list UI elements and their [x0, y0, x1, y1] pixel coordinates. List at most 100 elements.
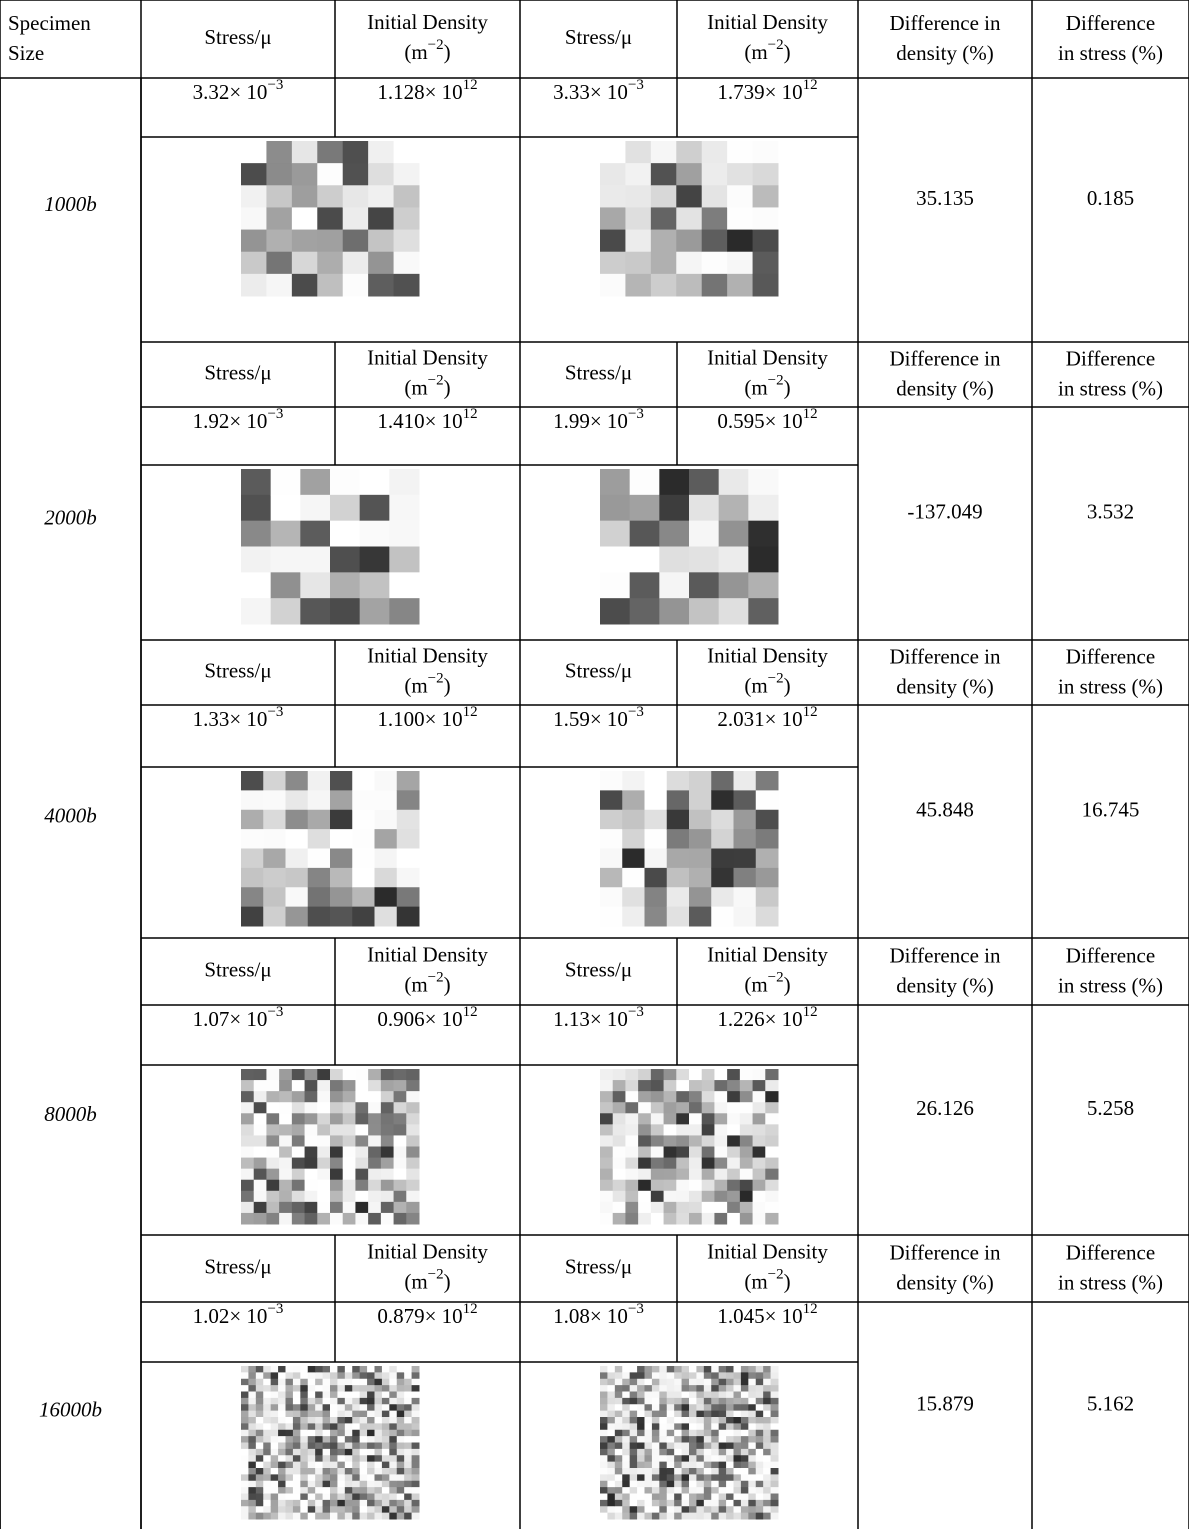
- heatmap-cell: [748, 1499, 757, 1507]
- heatmap-cell: [600, 273, 626, 297]
- heatmap-cell: [714, 1190, 728, 1203]
- heatmap-cell: [300, 1429, 309, 1437]
- heatmap-cell: [270, 1423, 279, 1431]
- heatmap-cell: [644, 1417, 653, 1424]
- heatmap-cell: [380, 1124, 395, 1136]
- heatmap-cell: [253, 1146, 267, 1159]
- heatmap-cell: [374, 1493, 383, 1501]
- heatmap-cell: [291, 1157, 306, 1170]
- heatmap-cell: [689, 1417, 697, 1424]
- heatmap-cell: [752, 1091, 766, 1103]
- heatmap-cell: [406, 1124, 420, 1136]
- heatmap-cell: [763, 1487, 772, 1494]
- heatmap-cell: [740, 1372, 749, 1380]
- heatmap-cell: [612, 1146, 626, 1159]
- heatmap-cell: [696, 1506, 705, 1514]
- heatmap-cell: [701, 1069, 715, 1081]
- heatmap-cell: [689, 1378, 697, 1386]
- heatmap-cell: [285, 1461, 294, 1469]
- heatmap-cell: [600, 1499, 608, 1507]
- heatmap-cell: [315, 1366, 324, 1373]
- heatmap-cell: [676, 1201, 690, 1214]
- heatmap-cell: [638, 1113, 652, 1125]
- heatmap-cell: [300, 1372, 309, 1380]
- heatmap-cell: [241, 1480, 249, 1488]
- heatmap-cell: [241, 848, 264, 869]
- heatmap-cell: [337, 1499, 346, 1507]
- heatmap-cell: [411, 1487, 420, 1494]
- heatmap-cell: [659, 1429, 668, 1437]
- heatmap-cell: [291, 251, 318, 275]
- heatmap-cell: [711, 1423, 720, 1431]
- heatmap-cell: [315, 1410, 324, 1418]
- heatmap-cell: [748, 1391, 757, 1399]
- heatmap-cell: [607, 1366, 616, 1373]
- heatmap-cell: [322, 1404, 331, 1412]
- heatmap-cell: [307, 1499, 316, 1507]
- heatmap-cell: [317, 1179, 331, 1192]
- heatmap-cell: [330, 469, 361, 496]
- heatmap-cell: [255, 1499, 264, 1507]
- heatmap-cell: [359, 1480, 368, 1488]
- heatmap-cell: [411, 1448, 420, 1456]
- heatmap-cell: [396, 1493, 405, 1501]
- heatmap-cell: [622, 1397, 631, 1405]
- heatmap-cell: [241, 251, 267, 275]
- heatmap-cell: [270, 1417, 279, 1424]
- heatmap-cell: [344, 1506, 353, 1514]
- heatmap-cell: [689, 598, 720, 625]
- heatmap-cell: [650, 1102, 665, 1114]
- heatmap-cell: [330, 1442, 338, 1450]
- heatmap-cell: [711, 887, 734, 908]
- heatmap-cell: [404, 1455, 413, 1463]
- heatmap-cell: [681, 1391, 690, 1399]
- column-header-unit-base: (m: [404, 673, 427, 697]
- heatmap-cell: [359, 1366, 368, 1373]
- heatmap-cell: [248, 1397, 257, 1405]
- heatmap-cell: [607, 1461, 616, 1469]
- heatmap-cell: [393, 1135, 407, 1147]
- heatmap-cell: [367, 1480, 375, 1488]
- heatmap-cell: [733, 887, 757, 908]
- heatmap-cell: [711, 1474, 720, 1482]
- heatmap-cell: [740, 1391, 749, 1399]
- heatmap-cell: [689, 1080, 703, 1092]
- heatmap-cell: [317, 251, 344, 275]
- heatmap-cell: [748, 1417, 757, 1424]
- heatmap-cell: [359, 1372, 368, 1380]
- heatmap-cell: [300, 1506, 309, 1514]
- value-cell: 1.07× 10−3: [193, 1004, 284, 1030]
- heatmap-cell: [622, 1493, 631, 1501]
- heatmap-cell: [607, 1506, 616, 1514]
- column-header: Difference: [1066, 11, 1155, 35]
- heatmap-cell: [752, 1168, 766, 1181]
- heatmap-cell: [322, 1493, 331, 1501]
- heatmap-cell: [330, 1468, 338, 1475]
- heatmap-cell: [374, 1461, 383, 1469]
- heatmap-cell: [359, 1410, 368, 1418]
- heatmap-cell: [733, 1442, 742, 1450]
- heatmap-cell: [714, 1157, 728, 1170]
- value-cell-base: 1.226× 10: [717, 1007, 802, 1031]
- heatmap-cell: [689, 1385, 697, 1392]
- heatmap-cell: [396, 1474, 405, 1482]
- heatmap-cell: [278, 1487, 286, 1494]
- heatmap-cell: [367, 1436, 375, 1443]
- column-header-unit-end: ): [444, 375, 451, 399]
- column-header-unit-end: ): [784, 40, 791, 64]
- value-cell-exponent: −3: [267, 1301, 283, 1317]
- value-cell: 1.08× 10−3: [553, 1301, 644, 1327]
- heatmap-cell: [307, 1397, 316, 1405]
- heatmap-cell: [726, 1448, 734, 1456]
- heatmap-cell: [701, 1135, 715, 1147]
- heatmap-cell: [300, 1499, 309, 1507]
- heatmap-cell: [644, 1410, 653, 1418]
- heatmap-cell: [674, 1385, 683, 1392]
- heatmap-cell: [676, 1091, 690, 1103]
- heatmap-cell: [696, 1480, 705, 1488]
- heatmap-cell: [300, 1410, 309, 1418]
- heatmap-cell: [629, 1487, 638, 1494]
- heatmap-cell: [248, 1378, 257, 1386]
- column-header: Stress/μ: [565, 25, 632, 49]
- column-header: Difference: [1066, 943, 1155, 967]
